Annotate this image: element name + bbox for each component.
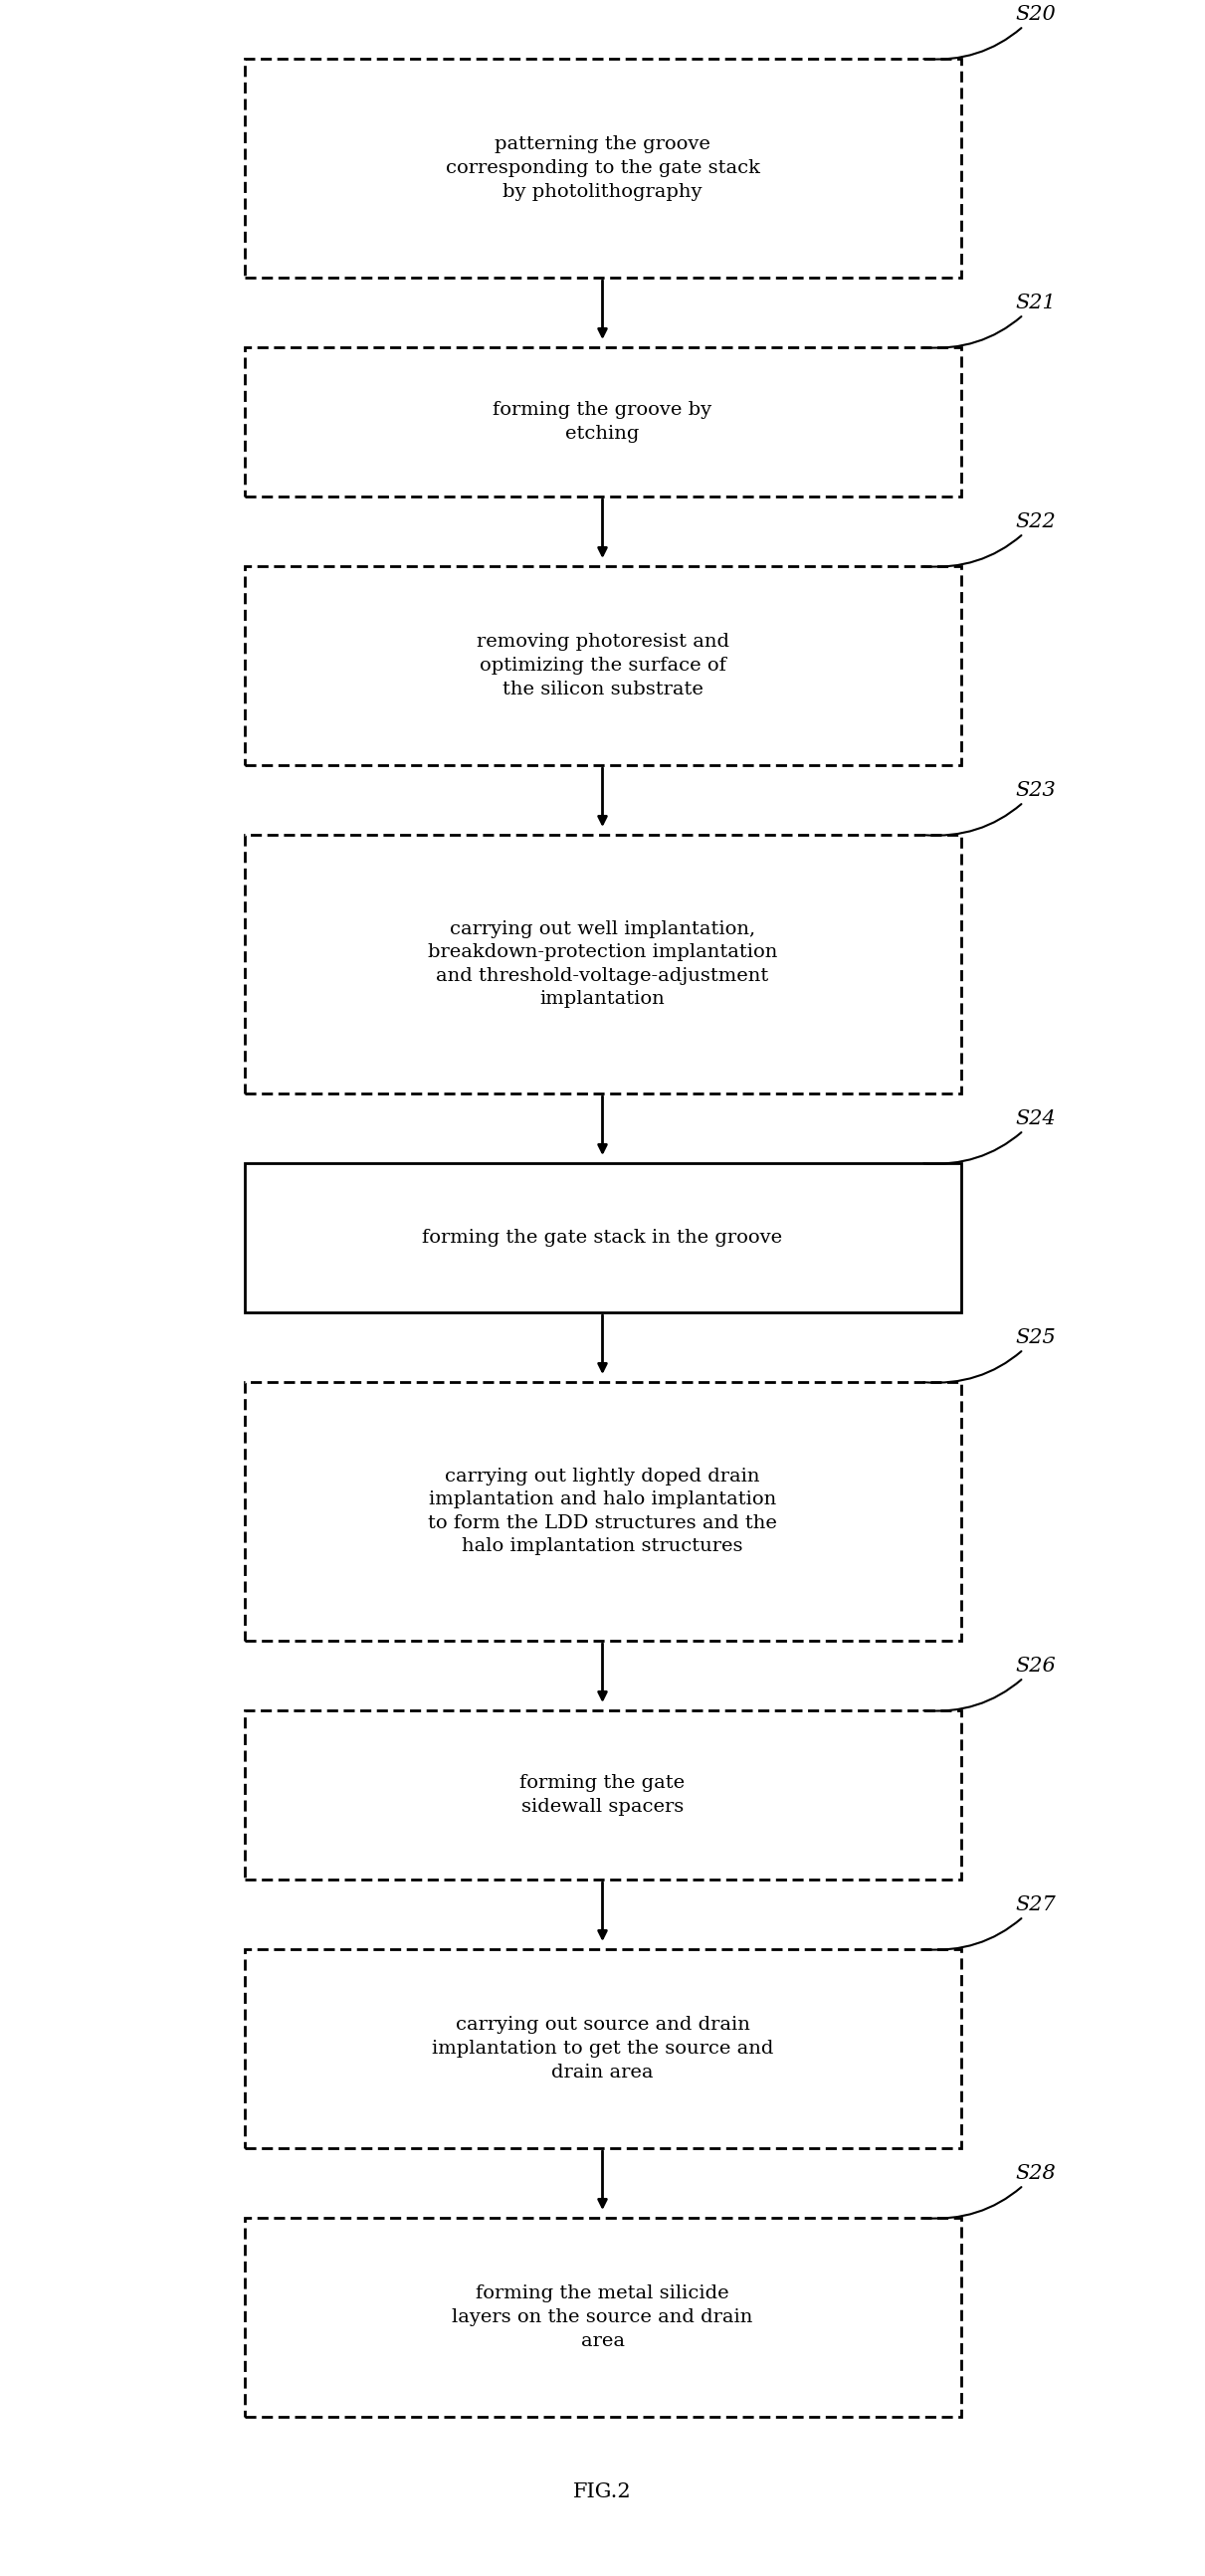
Text: carrying out lightly doped drain
implantation and halo implantation
to form the : carrying out lightly doped drain implant… bbox=[428, 1468, 777, 1556]
Text: FIG.2: FIG.2 bbox=[574, 2481, 631, 2501]
Text: forming the groove by
etching: forming the groove by etching bbox=[493, 402, 712, 443]
Text: carrying out source and drain
implantation to get the source and
drain area: carrying out source and drain implantati… bbox=[431, 2017, 774, 2081]
Text: S23: S23 bbox=[924, 781, 1056, 835]
Text: removing photoresist and
optimizing the surface of
the silicon substrate: removing photoresist and optimizing the … bbox=[476, 634, 729, 698]
Bar bbox=[245, 1164, 960, 1311]
Text: S24: S24 bbox=[924, 1108, 1056, 1164]
Bar bbox=[245, 348, 960, 497]
Text: S28: S28 bbox=[924, 2164, 1056, 2218]
Bar bbox=[245, 567, 960, 765]
Text: S21: S21 bbox=[924, 294, 1056, 348]
Text: forming the gate
sidewall spacers: forming the gate sidewall spacers bbox=[519, 1775, 686, 1816]
Text: S20: S20 bbox=[924, 5, 1056, 59]
Text: S27: S27 bbox=[924, 1896, 1056, 1950]
Bar bbox=[245, 835, 960, 1092]
Bar bbox=[245, 1383, 960, 1641]
Bar bbox=[245, 59, 960, 278]
Text: patterning the groove
corresponding to the gate stack
by photolithography: patterning the groove corresponding to t… bbox=[446, 137, 759, 201]
Text: S25: S25 bbox=[924, 1327, 1056, 1383]
Text: carrying out well implantation,
breakdown-protection implantation
and threshold-: carrying out well implantation, breakdow… bbox=[428, 920, 777, 1007]
Bar bbox=[245, 1950, 960, 2148]
Bar bbox=[245, 1710, 960, 1880]
Text: S22: S22 bbox=[924, 513, 1056, 567]
Bar bbox=[245, 2218, 960, 2416]
Text: S26: S26 bbox=[924, 1656, 1056, 1710]
Text: forming the metal silicide
layers on the source and drain
area: forming the metal silicide layers on the… bbox=[452, 2285, 753, 2349]
Text: forming the gate stack in the groove: forming the gate stack in the groove bbox=[422, 1229, 783, 1247]
